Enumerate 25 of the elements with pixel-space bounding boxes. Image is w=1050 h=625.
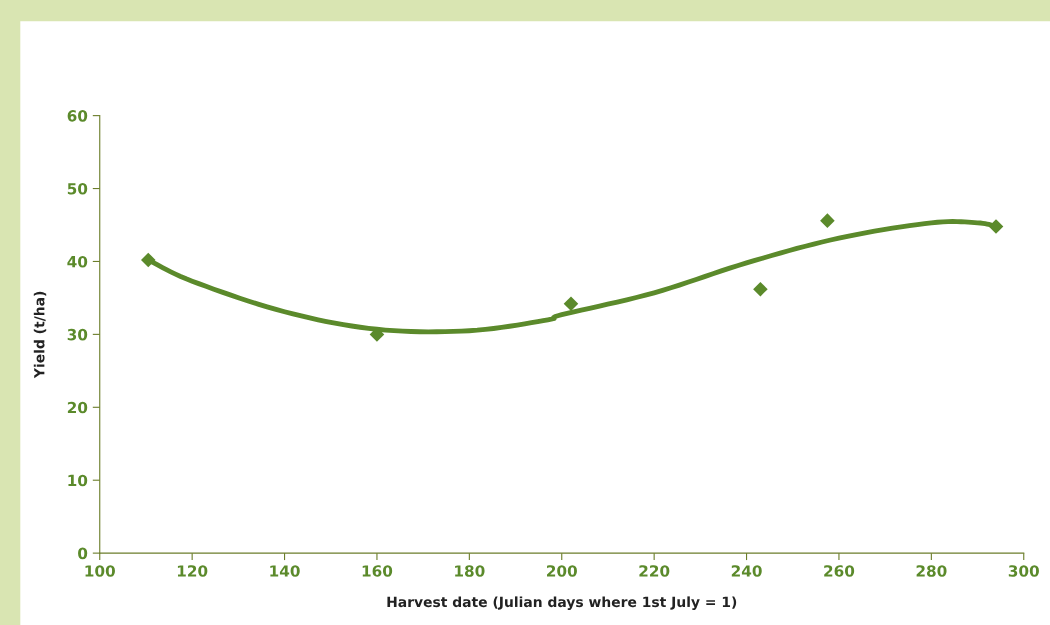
y-tick-label: 30 (67, 328, 88, 341)
x-axis-title: Harvest date (Julian days where 1st July = 1) (387, 596, 737, 610)
y-tick-label: 50 (67, 183, 88, 195)
x-tick-label: 300 (1008, 565, 1039, 577)
x-tick-label: 200 (547, 565, 577, 577)
x-tick-label: 260 (824, 565, 855, 577)
y-tick-label: 0 (78, 547, 88, 560)
y-tick-label: 40 (67, 255, 88, 268)
x-tick-label: 120 (177, 565, 208, 577)
point (753, 281, 768, 297)
x-tick-label: 140 (270, 565, 300, 577)
x-tick-label: 100 (85, 565, 115, 577)
point (140, 252, 156, 268)
x-tick-label: 160 (362, 565, 393, 577)
x-tick-label: 180 (455, 565, 485, 577)
x-tick-label: 280 (916, 565, 947, 577)
y-tick-label: 20 (67, 401, 88, 414)
x-tick-label: 240 (731, 565, 762, 577)
point (820, 213, 835, 228)
y-tick-label: 10 (68, 474, 88, 487)
y-tick-label: 60 (67, 110, 88, 122)
x-tick-label: 220 (639, 565, 670, 577)
point (988, 219, 1004, 234)
point (563, 296, 579, 312)
y-axis-title: Yield (t/ha) (33, 291, 47, 379)
